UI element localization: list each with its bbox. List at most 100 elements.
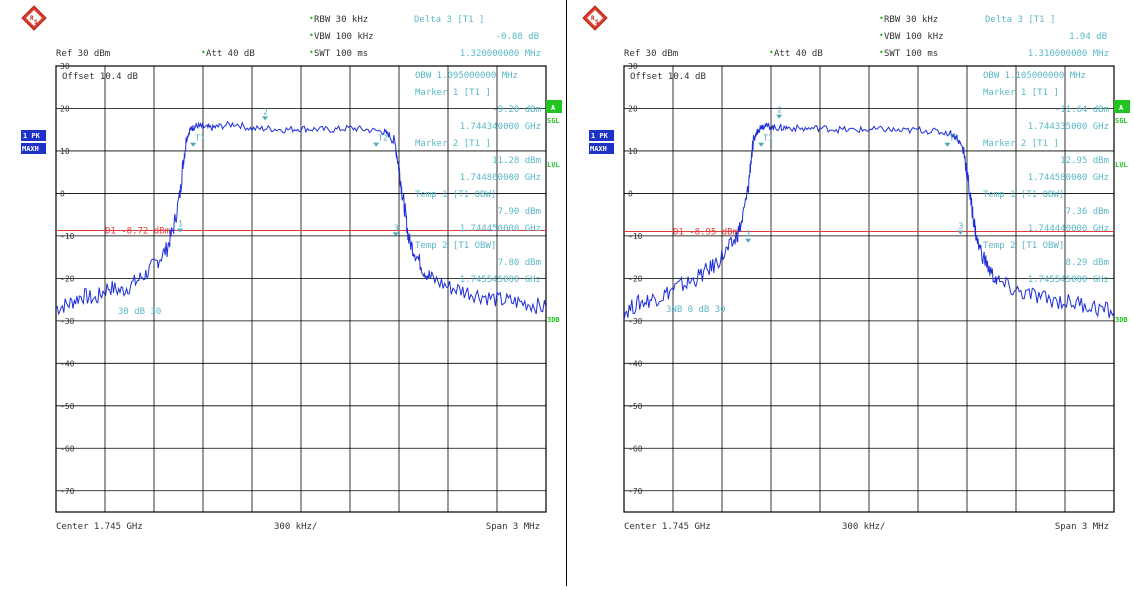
info-line: -11.64 dBm (1055, 105, 1109, 115)
marker-1: 1 (745, 230, 752, 243)
marker-triangle-icon (262, 116, 269, 121)
marker-1: 1 (177, 220, 184, 233)
marker-2: 2 (776, 106, 783, 119)
footer-span: Span 3 MHz (1055, 522, 1109, 532)
rohde-schwarz-logo-icon: R S (582, 5, 608, 31)
info-line: 11.28 dBm (492, 156, 541, 166)
y-tick-label: -10 (60, 232, 75, 241)
info-line: OBW 1.105000000 MHz (983, 71, 1086, 81)
info-line: Temp 2 [T1 OBW] (415, 241, 496, 251)
marker-info-block: OBW 1.105000000 MHz Marker 1 [T1 ] -11.64 … (983, 71, 1109, 285)
info-line: 1.744340000 GHz (460, 122, 541, 132)
markers: 1 2 3 T1 T2 (177, 107, 399, 237)
info-line: OBW 1.095000000 MHz (415, 71, 518, 81)
pk-tag-text: 1 PK (591, 132, 609, 140)
delta-frequency: 1.310000000 MHz (1028, 49, 1109, 59)
bottom-left-annotation: 3NB 0 dB 30 (666, 305, 726, 315)
y-tick-label: 30 (628, 62, 638, 71)
maxh-tag-text: MAXH (590, 145, 607, 153)
marker-triangle-icon (373, 142, 380, 147)
y-tick-label: 10 (60, 147, 70, 156)
y-tick-label: -70 (628, 487, 643, 496)
a-tag (546, 100, 562, 113)
marker-triangle-icon (776, 114, 783, 119)
y-tick-label: 20 (628, 104, 638, 113)
y-tick-label: -60 (60, 444, 75, 453)
y-tick-label: -10 (628, 232, 643, 241)
marker-triangle-icon (957, 230, 964, 235)
marker-triangle-icon (944, 142, 951, 147)
marker-3: 3 (957, 222, 964, 235)
delta-value: -0.88 dB (496, 32, 539, 42)
sgl-tag: SGL (1115, 117, 1128, 125)
marker-2: 2 (262, 107, 269, 121)
y-tick-label: -20 (60, 274, 75, 283)
y-tick-label: 0 (628, 189, 633, 198)
info-line: Temp 1 [T1 OBW] (983, 190, 1064, 200)
trace-1-line (55, 120, 547, 316)
delta-title: Delta 3 [T1 ] (414, 15, 484, 25)
marker-triangle-icon (190, 142, 197, 147)
footer-center: Center 1.745 GHz (56, 522, 143, 532)
svg-text:S: S (34, 19, 38, 26)
marker-T2: T2 (373, 134, 388, 147)
svg-text:•: • (309, 31, 314, 40)
info-line: 1.744335000 GHz (1028, 122, 1109, 132)
ref-label: Ref 30 dBm (624, 49, 678, 59)
maxh-tag (21, 143, 46, 154)
footer-per-div: 300 kHz/ (842, 522, 885, 532)
y-tick-label: -30 (628, 317, 643, 326)
footer-span: Span 3 MHz (486, 522, 540, 532)
info-line: 1.745545000 GHz (1028, 275, 1109, 285)
marker-label: 3 (394, 223, 399, 232)
marker-info-block: OBW 1.095000000 MHz Marker 1 [T1 ]-9.20 d… (415, 71, 541, 285)
pk-tag (589, 130, 614, 141)
chart-grid (55, 65, 547, 513)
spectrum-screen: R S RBW 30 kHz VBW 100 kHz SWT 100 ms At… (21, 5, 562, 532)
db3-tag: 3DB (1115, 316, 1128, 324)
y-tick-label: -60 (628, 444, 643, 453)
delta-title: Delta 3 [T1 ] (985, 15, 1055, 25)
y-tick-labels: 30 20 10 0 -10 -20 -30 -40 -50 -60 -70 (628, 62, 643, 496)
info-line: 1.744450000 GHz (460, 224, 541, 234)
info-line: Marker 1 [T1 ] (415, 88, 491, 98)
delta-value: 1.94 dB (1069, 32, 1107, 42)
swt-label: SWT 100 ms (884, 49, 938, 59)
marker-label: T1 (195, 134, 205, 143)
maxh-tag-text: MAXH (22, 145, 39, 153)
svg-text:•: • (879, 14, 884, 23)
svg-text:•: • (879, 31, 884, 40)
spectrum-screen: R S RBW 30 kHz VBW 100 kHz SWT 100 ms At… (582, 5, 1130, 532)
svg-text:•: • (309, 14, 314, 23)
att-label: Att 40 dB (206, 49, 255, 59)
y-tick-labels: 30 20 10 0 -10 -20 -30 -40 -50 -60 -70 (60, 62, 75, 496)
offset-label: Offset 10.4 dB (630, 72, 706, 82)
info-line: 1.744440000 GHz (1028, 224, 1109, 234)
marker-triangle-icon (745, 238, 752, 243)
y-tick-label: -50 (628, 402, 643, 411)
info-line: Temp 2 [T1 OBW] (983, 241, 1064, 251)
marker-triangle-icon (177, 228, 184, 233)
info-line: 1.744580000 GHz (1028, 173, 1109, 183)
spectrum-trace (55, 120, 547, 316)
info-line: -9.20 dBm (492, 105, 541, 115)
info-line: Marker 2 [T1 ] (415, 139, 491, 149)
offset-label: Offset 10.4 dB (62, 72, 138, 82)
y-tick-label: -40 (628, 359, 643, 368)
spectrum-trace (623, 122, 1115, 321)
bottom-left-annotation: 30 dB 30 (118, 307, 161, 317)
svg-text:•: • (201, 48, 206, 57)
marker-3: 3 (392, 223, 399, 237)
marker-triangle-icon (758, 142, 765, 147)
info-line: Temp 1 [T1 OBW] (415, 190, 496, 200)
info-line: 7.36 dBm (1066, 207, 1109, 217)
display-line-label: D1 -8.72 dBm (105, 226, 170, 236)
spectrum-panel-right: R S RBW 30 kHz VBW 100 kHz SWT 100 ms At… (568, 0, 1134, 586)
marker-label: 1 (746, 230, 751, 239)
y-tick-label: -40 (60, 359, 75, 368)
rbw-label: RBW 30 kHz (884, 15, 938, 25)
rbw-label: RBW 30 kHz (314, 15, 368, 25)
a-tag-text: A (551, 104, 556, 112)
ref-label: Ref 30 dBm (56, 49, 110, 59)
rohde-schwarz-logo-icon: R S (21, 5, 47, 31)
